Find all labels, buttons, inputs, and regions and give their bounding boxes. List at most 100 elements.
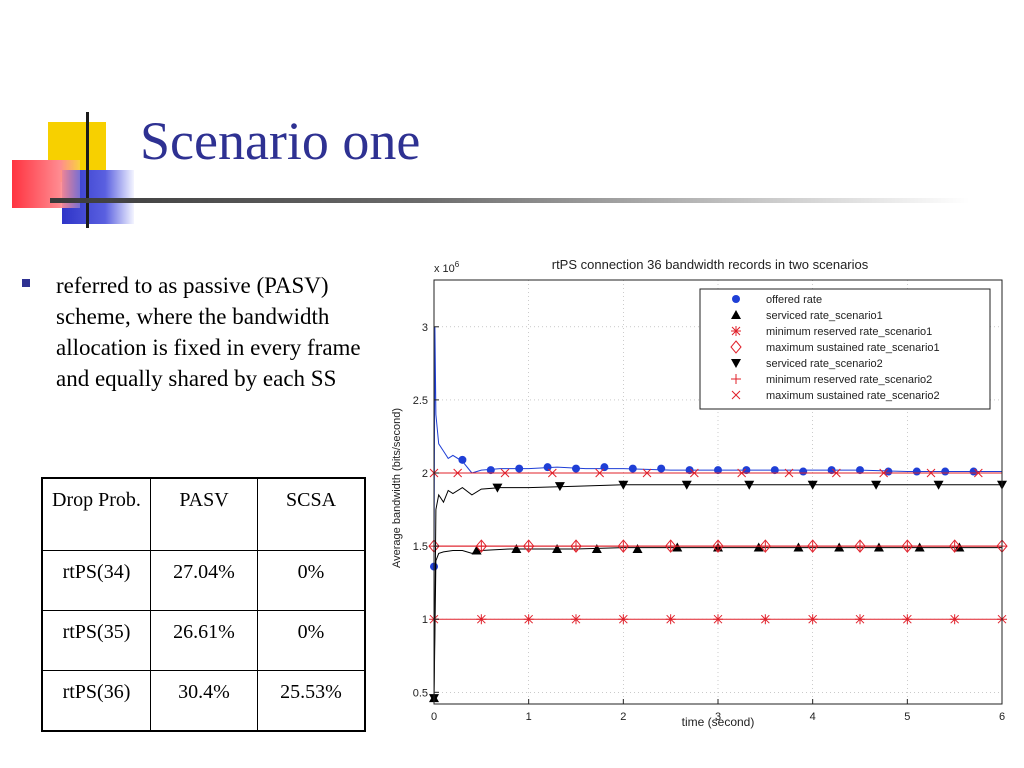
legend-label: maximum sustained rate_scenario2 — [766, 390, 940, 402]
data-point — [523, 541, 534, 552]
table-cell: rtPS(34) — [41, 550, 151, 611]
x-tick-label: 1 — [526, 711, 532, 723]
table-cell: 26.61% — [150, 610, 258, 671]
data-point — [744, 480, 755, 490]
y-multiplier-label: x 106 — [434, 260, 460, 275]
y-multiplier-base: x 10 — [434, 263, 455, 275]
data-point — [543, 463, 552, 472]
legend-label: serviced rate_scenario1 — [766, 310, 883, 322]
table-cell: 30.4% — [150, 670, 258, 732]
x-tick-label: 0 — [431, 711, 437, 723]
data-point — [902, 614, 913, 625]
data-point — [515, 464, 524, 473]
data-point — [742, 466, 751, 475]
y-axis-label: Average bandwidth (bits/second) — [391, 408, 403, 568]
data-point — [475, 539, 487, 553]
data-point — [912, 467, 921, 476]
data-point — [884, 467, 893, 476]
data-point — [969, 467, 978, 476]
data-point — [753, 542, 764, 552]
data-point — [807, 541, 818, 552]
data-point — [571, 541, 581, 552]
table-row: rtPS(36) 30.4% 25.53% — [41, 670, 366, 732]
legend-label: serviced rate_scenario2 — [766, 358, 883, 370]
data-point — [973, 468, 983, 478]
data-point — [855, 614, 865, 625]
x-tick-label: 2 — [620, 711, 626, 723]
data-point — [476, 541, 487, 552]
data-point — [871, 480, 882, 490]
tick-layer: 0 1 2 3 4 5 6 0.5 1 1.5 2 2.5 3 — [413, 322, 1005, 723]
x-tick-label: 4 — [810, 711, 816, 723]
legend-marker — [731, 374, 741, 384]
data-point — [902, 541, 913, 552]
table-cell: 25.53% — [257, 670, 366, 732]
data-point — [681, 480, 692, 490]
series-layer — [428, 326, 1008, 704]
data-point — [854, 539, 866, 553]
data-point — [476, 614, 487, 625]
legend-label: minimum reserved rate_scenario1 — [766, 326, 932, 338]
y-tick-label: 1.5 — [413, 541, 428, 553]
table-cell: 0% — [257, 610, 366, 671]
data-point — [793, 542, 804, 552]
bullet-square-icon — [22, 279, 30, 287]
data-point — [523, 539, 535, 553]
data-point — [855, 541, 865, 552]
data-point — [714, 466, 722, 475]
data-point — [770, 466, 779, 475]
data-point — [713, 614, 723, 625]
data-point — [914, 542, 925, 552]
data-point — [665, 541, 676, 552]
table-header-cell: Drop Prob. — [41, 477, 151, 551]
data-point — [949, 614, 960, 625]
y-tick-label: 1 — [422, 614, 428, 626]
data-point — [941, 467, 950, 476]
data-point — [572, 464, 580, 473]
data-point — [831, 468, 841, 478]
data-point — [618, 614, 629, 625]
data-point — [486, 466, 495, 475]
data-point — [807, 614, 818, 625]
data-point — [799, 467, 808, 476]
data-point — [689, 468, 699, 478]
data-point — [926, 468, 936, 478]
data-point — [760, 614, 771, 625]
table-row: rtPS(35) 26.61% 0% — [41, 610, 366, 671]
y-multiplier-exponent: 6 — [455, 260, 460, 269]
legend-marker — [730, 340, 742, 354]
data-point — [642, 468, 652, 478]
data-point — [933, 480, 944, 490]
table-cell: 27.04% — [150, 550, 258, 611]
series-offered-rate — [430, 326, 1002, 571]
data-point — [511, 544, 522, 554]
bullet-text: referred to as passive (PASV) scheme, wh… — [56, 273, 361, 391]
data-point — [571, 614, 581, 625]
data-point — [685, 466, 694, 475]
data-point — [807, 539, 819, 553]
data-point — [713, 541, 723, 552]
data-point — [492, 483, 503, 493]
data-point — [759, 539, 771, 553]
x-tick-label: 3 — [715, 711, 721, 723]
data-point — [737, 468, 747, 478]
legend-label: minimum reserved rate_scenario2 — [766, 374, 932, 386]
table-row: rtPS(34) 27.04% 0% — [41, 550, 366, 611]
x-tick-label: 6 — [999, 711, 1005, 723]
data-point — [618, 541, 629, 552]
series-maximum-sustained-rate-scenario2 — [429, 468, 1002, 478]
data-point — [873, 542, 884, 552]
bandwidth-chart: rtPS connection 36 bandwidth records in … — [380, 250, 1020, 740]
data-point — [600, 463, 609, 472]
legend-label: maximum sustained rate_scenario1 — [766, 342, 940, 354]
table-header-cell: PASV — [150, 477, 258, 551]
y-tick-label: 2.5 — [413, 395, 428, 407]
data-point — [628, 464, 637, 473]
y-tick-label: 0.5 — [413, 687, 428, 699]
data-point — [879, 468, 889, 478]
legend-marker — [731, 390, 741, 400]
table-header-cell: SCSA — [257, 477, 366, 551]
data-point — [827, 466, 836, 475]
legend-marker — [731, 310, 741, 319]
data-point — [554, 482, 565, 492]
